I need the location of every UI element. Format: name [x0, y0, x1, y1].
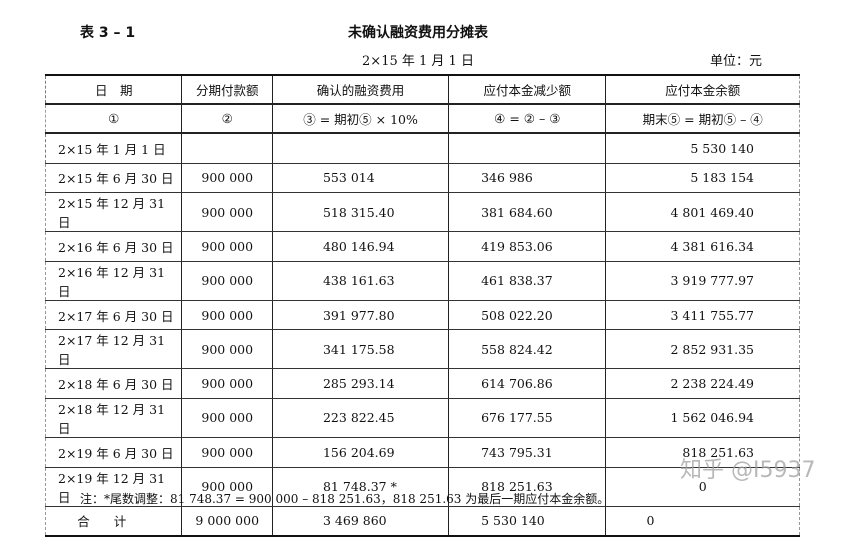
cell-installment: 900 000 — [181, 368, 273, 399]
cell-principal-reduction: 743 795.31 — [448, 437, 607, 468]
cell-date: 2×18 年 12 月 31 日 — [44, 398, 183, 438]
cell-principal-balance: 0 — [605, 506, 800, 537]
cell-principal-reduction: 419 853.06 — [448, 231, 607, 262]
cell-installment — [181, 133, 273, 164]
cell-principal-reduction: 5 530 140 — [448, 506, 607, 537]
unit-label: 单位：元 — [710, 54, 763, 69]
table-row: 2×17 年 6 月 30 日 900 000 391 977.80 508 022.… — [44, 300, 800, 331]
cell-principal-reduction: 461 838.37 — [448, 261, 607, 301]
cell-date: 2×19 年 6 月 30 日 — [44, 437, 183, 468]
cell-date: 2×17 年 6 月 30 日 — [44, 300, 183, 331]
cell-installment: 900 000 — [181, 329, 273, 370]
cell-installment: 9 000 000 — [181, 506, 273, 537]
cell-finance-cost: 518 315.40 — [271, 192, 450, 233]
cell-principal-balance: 3 919 777.97 — [605, 261, 800, 301]
cell-date: 2×16 年 12 月 31 日 — [44, 261, 183, 301]
formula-row: ① ② ③ = 期初⑤ × 10% ④ = ② – ③ 期末⑤ = 期初⑤ – … — [44, 104, 800, 134]
cell-finance-cost: 438 161.63 — [271, 261, 450, 301]
cell-date: 2×15 年 12 月 31 日 — [44, 192, 183, 233]
cell-finance-cost — [271, 133, 450, 164]
cell-installment: 900 000 — [181, 398, 273, 438]
cell-date: 合计 — [44, 506, 183, 537]
formula-4: ④ = ② – ③ — [448, 104, 607, 134]
cell-finance-cost: 156 204.69 — [271, 437, 450, 468]
cell-installment: 900 000 — [181, 300, 273, 331]
table-date: 2×15 年 1 月 1 日 — [362, 54, 474, 69]
cell-finance-cost: 3 469 860 — [271, 506, 450, 537]
cell-principal-balance: 4 381 616.34 — [605, 231, 800, 262]
table-row: 2×15 年 6 月 30 日 900 000 553 014 346 986 5 18… — [44, 163, 800, 194]
cell-date: 2×15 年 6 月 30 日 — [44, 163, 183, 194]
cell-installment: 900 000 — [181, 192, 273, 233]
formula-1: ① — [44, 104, 183, 134]
cell-principal-balance: 5 183 154 — [605, 163, 800, 194]
header-finance-cost: 确认的融资费用 — [271, 75, 450, 105]
cell-finance-cost: 480 146.94 — [271, 231, 450, 262]
formula-3: ③ = 期初⑤ × 10% — [271, 104, 450, 134]
cell-principal-reduction: 676 177.55 — [448, 398, 607, 438]
cell-principal-balance: 2 238 224.49 — [605, 368, 800, 399]
cell-principal-reduction: 508 022.20 — [448, 300, 607, 331]
cell-installment: 900 000 — [181, 163, 273, 194]
cell-principal-reduction — [448, 133, 607, 164]
header-date: 日 期 — [44, 75, 183, 105]
cell-principal-balance: 1 562 046.94 — [605, 398, 800, 438]
table-row: 2×15 年 12 月 31 日 900 000 518 315.40 381 684… — [44, 192, 800, 233]
total-row: 合计 9 000 000 3 469 860 5 530 140 0 — [44, 506, 800, 537]
table-number: 表 3 – 1 — [80, 25, 136, 41]
cell-principal-balance: 4 801 469.40 — [605, 192, 800, 233]
cell-principal-balance: 3 411 755.77 — [605, 300, 800, 331]
header-installment: 分期付款额 — [181, 75, 273, 105]
cell-finance-cost: 553 014 — [271, 163, 450, 194]
amortization-table: 日 期 分期付款额 确认的融资费用 应付本金减少额 应付本金余额 ① ② ③ =… — [44, 74, 800, 537]
cell-principal-balance: 818 251.63 — [605, 437, 800, 468]
cell-principal-reduction: 614 706.86 — [448, 368, 607, 399]
cell-principal-reduction: 346 986 — [448, 163, 607, 194]
watermark: 知乎 @I5937 — [680, 458, 816, 483]
formula-5: 期末⑤ = 期初⑤ – ④ — [605, 104, 800, 134]
cell-date: 2×16 年 6 月 30 日 — [44, 231, 183, 262]
header-row: 日 期 分期付款额 确认的融资费用 应付本金减少额 应付本金余额 — [44, 75, 800, 105]
cell-principal-balance: 5 530 140 — [605, 133, 800, 164]
cell-date: 2×17 年 12 月 31 日 — [44, 329, 183, 370]
cell-finance-cost: 391 977.80 — [271, 300, 450, 331]
cell-date: 2×18 年 6 月 30 日 — [44, 368, 183, 399]
cell-installment: 900 000 — [181, 437, 273, 468]
cell-finance-cost: 341 175.58 — [271, 329, 450, 370]
table-title: 未确认融资费用分摊表 — [348, 25, 488, 41]
table-row: 2×18 年 6 月 30 日 900 000 285 293.14 614 706.… — [44, 368, 800, 399]
cell-installment: 900 000 — [181, 231, 273, 262]
cell-principal-balance: 2 852 931.35 — [605, 329, 800, 370]
cell-date: 2×15 年 1 月 1 日 — [44, 133, 183, 164]
table-row: 2×15 年 1 月 1 日 5 530 140 — [44, 133, 800, 164]
table-row: 2×16 年 6 月 30 日 900 000 480 146.94 419 853.… — [44, 231, 800, 262]
cell-principal-reduction: 381 684.60 — [448, 192, 607, 233]
cell-installment: 900 000 — [181, 261, 273, 301]
table-row: 2×17 年 12 月 31 日 900 000 341 175.58 558 824… — [44, 329, 800, 370]
footnote: 注：*尾数调整：81 748.37 = 900 000 – 818 251.63… — [80, 492, 610, 506]
cell-finance-cost: 285 293.14 — [271, 368, 450, 399]
header-principal-balance: 应付本金余额 — [605, 75, 800, 105]
cell-principal-reduction: 558 824.42 — [448, 329, 607, 370]
cell-finance-cost: 223 822.45 — [271, 398, 450, 438]
header-principal-reduction: 应付本金减少额 — [448, 75, 607, 105]
table-row: 2×16 年 12 月 31 日 900 000 438 161.63 461 838… — [44, 261, 800, 301]
formula-2: ② — [181, 104, 273, 134]
table-row: 2×19 年 6 月 30 日 900 000 156 204.69 743 795.… — [44, 437, 800, 468]
table-row: 2×18 年 12 月 31 日 900 000 223 822.45 676 177… — [44, 398, 800, 438]
